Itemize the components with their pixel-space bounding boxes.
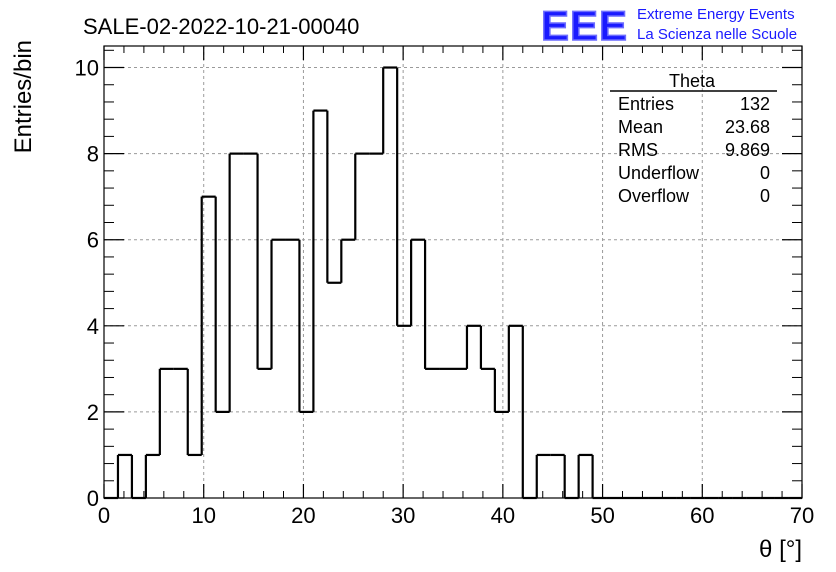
y-tick-label: 4 [87, 314, 99, 339]
grid-lines [104, 46, 802, 498]
stats-row-label: Overflow [618, 186, 690, 206]
x-axis-label: θ [°] [759, 536, 802, 563]
x-tick-label: 60 [690, 503, 714, 528]
stats-row-label: Underflow [618, 163, 700, 183]
x-tick-label: 50 [590, 503, 614, 528]
histogram-bars [104, 66, 802, 500]
y-tick-label: 2 [87, 400, 99, 425]
stats-title: Theta [669, 71, 716, 91]
x-tick-label: 40 [491, 503, 515, 528]
stats-row-label: Mean [618, 117, 663, 137]
stats-row-label: RMS [618, 140, 658, 160]
stats-row-value: 23.68 [725, 117, 770, 137]
y-tick-label: 6 [87, 228, 99, 253]
stats-box: Theta Entries 132 Mean 23.68 RMS 9.869 Underfl… [610, 71, 777, 206]
y-axis-label: Entries/bin [10, 40, 37, 153]
eee-logo-line1: Extreme Energy Events [637, 6, 795, 23]
stats-rows: Entries 132 Mean 23.68 RMS 9.869 Underflow 0 Ove… [618, 94, 770, 206]
x-tick-label: 20 [291, 503, 315, 528]
stats-row-value: 132 [740, 94, 770, 114]
axis-ticks [103, 46, 803, 499]
x-tick-label: 70 [790, 503, 814, 528]
y-tick-label: 0 [87, 486, 99, 511]
stats-row-value: 9.869 [725, 140, 770, 160]
stats-row-value: 0 [760, 186, 770, 206]
plot-frame [103, 45, 803, 499]
stats-row-value: 0 [760, 163, 770, 183]
eee-logo: EEE Extreme Energy Events La Scienza nel… [540, 1, 797, 50]
y-tick-label: 10 [75, 56, 99, 81]
x-tick-label: 30 [391, 503, 415, 528]
tick-labels: 0 10 20 30 40 50 60 70 0 2 4 6 8 10 [75, 56, 815, 528]
eee-logo-mark: EEE [541, 2, 628, 49]
stats-row-label: Entries [618, 94, 674, 114]
run-title: SALE-02-2022-10-21-00040 [83, 14, 359, 39]
x-tick-label: 10 [191, 503, 215, 528]
x-tick-label: 0 [98, 503, 110, 528]
eee-logo-line2: La Scienza nelle Scuole [637, 26, 797, 43]
y-tick-label: 8 [87, 142, 99, 167]
